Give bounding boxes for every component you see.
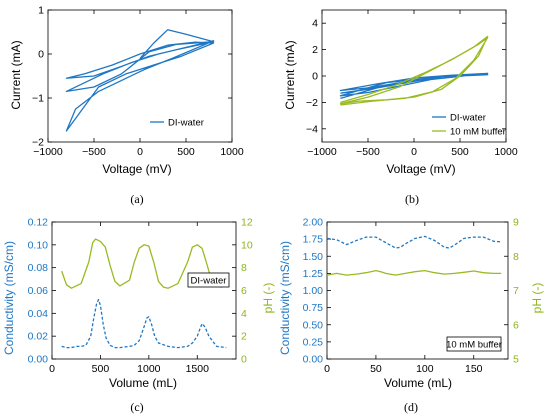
panel-d-ytick-label: 0.50	[303, 319, 324, 331]
panel-d-caption: (d)	[404, 400, 418, 414]
panel-c-ytick-right-label: 2	[241, 331, 247, 343]
panel-d-ylabel-left: Conductivity (mS/cm)	[278, 241, 292, 355]
panel-a-ytick-label: −1	[32, 93, 44, 105]
panel-c-series-ph	[61, 238, 227, 289]
panel-a-xtick-label: 0	[137, 146, 143, 158]
panel-d-ytick-label: 1.50	[303, 251, 324, 263]
panel-b-legend-label: 10 mM buffer	[450, 127, 506, 138]
panel-c-ytick-right-label: 6	[241, 285, 247, 297]
panel-b-ylabel: Current (mA)	[283, 40, 297, 109]
panel-d-ytick-right-label: 8	[513, 251, 519, 263]
panel-a-xtick-label: −500	[82, 146, 106, 158]
panel-d-xtick-label: 150	[465, 363, 483, 375]
panel-c-ylabel-right: pH (-)	[261, 283, 275, 314]
panel-c: Conductivity (mS/cm) pH (-) Volume (mL) …	[2, 217, 275, 415]
panel-d-ylabel-right: pH (-)	[530, 283, 544, 314]
panel-d-series-ph	[326, 269, 502, 276]
panel-a-ytick-label: 0	[38, 49, 44, 61]
panel-a-series-di-water	[65, 29, 215, 132]
panel-b-xtick-label: −1000	[307, 146, 337, 158]
panel-c-frame	[51, 221, 237, 360]
panel-c-xlabel: Volume (mL)	[109, 376, 177, 390]
panel-c-ytick-label: 0.04	[28, 308, 49, 320]
panel-d-ytick-label: 1.00	[303, 285, 324, 297]
panel-a-xtick-label: 500	[177, 146, 195, 158]
panel-d-legend-label: 10 mM buffer	[446, 340, 502, 351]
panel-b-xtick-label: 500	[451, 146, 469, 158]
panel-c-xtick-label: 1500	[186, 363, 210, 375]
panel-d-ytick-label: 0.75	[303, 302, 324, 314]
panel-a-ytick-label: 1	[38, 5, 44, 17]
panel-b: Current (mA) Voltage (mV) (b) −1000 −500 0…	[283, 9, 518, 206]
panel-b-ytick-label: 4	[312, 18, 318, 30]
panel-b-xtick-label: −500	[356, 146, 380, 158]
panel-d-ytick-right-label: 5	[513, 354, 519, 366]
panel-c-caption: (c)	[130, 400, 143, 414]
panel-c-ytick-label: 0.00	[28, 354, 49, 366]
panel-c-ytick-right-label: 4	[241, 308, 247, 320]
panel-b-ytick-label: −4	[306, 123, 318, 135]
panel-d-ytick-right-label: 7	[513, 285, 519, 297]
panel-d-legend-box	[446, 336, 502, 352]
panel-b-ytick-label: 2	[312, 44, 318, 56]
panel-a-xlabel: Voltage (mV)	[102, 162, 171, 176]
panel-a-ylabel: Current (mA)	[9, 40, 23, 109]
panel-b-xtick-label: 0	[411, 146, 417, 158]
panel-d-ytick-label: 1.25	[303, 268, 324, 280]
panel-c-xtick-label: 1000	[137, 363, 161, 375]
panel-b-ytick-label: −2	[306, 97, 318, 109]
panel-d-ytick-label: 0.25	[303, 336, 324, 348]
panel-c-ytick-label: 0.10	[28, 239, 49, 251]
panel-c-legend-label: DI-water	[191, 276, 227, 287]
panel-b-caption: (b)	[405, 192, 419, 206]
panel-c-ytick-label: 0.06	[28, 285, 49, 297]
panel-b-legend-label: DI-water	[450, 113, 486, 124]
panel-c-legend-box	[187, 272, 230, 288]
panel-d-ytick-right-label: 9	[513, 217, 519, 229]
panel-c-ytick-right-label: 10	[241, 239, 253, 251]
panel-b-series-10-mm-buffer	[339, 35, 489, 106]
panel-c-ytick-label: 0.08	[28, 262, 49, 274]
panel-a-legend-label: DI-water	[168, 118, 204, 129]
panel-c-ytick-right-label: 0	[241, 354, 247, 366]
panel-d-xlabel: Volume (mL)	[384, 376, 452, 390]
panel-d-ytick-label: 1.75	[303, 234, 324, 246]
panel-c-ytick-label: 0.02	[28, 331, 49, 343]
panel-d-xtick-label: 0	[324, 363, 330, 375]
panel-d-xtick-label: 100	[416, 363, 434, 375]
panel-a-xtick-label: 1000	[220, 146, 244, 158]
panel-a-ytick-label: −2	[32, 137, 44, 149]
panel-c-xtick-label: 500	[92, 363, 110, 375]
panel-a-caption: (a)	[130, 192, 143, 206]
panel-b-xlabel: Voltage (mV)	[386, 162, 455, 176]
panel-d-ytick-label: 2.00	[303, 217, 324, 229]
panel-c-ytick-label: 0.12	[28, 217, 49, 229]
panel-c-series-conductivity	[61, 298, 227, 349]
panel-b-series-di-water	[339, 72, 489, 100]
panel-c-ytick-right-label: 12	[241, 217, 253, 229]
panel-a-xtick-label: −1000	[33, 146, 63, 158]
panel-d-ytick-right-label: 6	[513, 319, 519, 331]
panel-c-ylabel-left: Conductivity (mS/cm)	[2, 241, 16, 355]
panel-b-ytick-label: 0	[312, 71, 318, 83]
panel-d-ytick-label: 0.00	[303, 354, 324, 366]
panel-d: Conductivity (mS/cm) pH (-) Volume (mL) …	[278, 217, 544, 415]
panel-c-ytick-right-label: 8	[241, 262, 247, 274]
panel-d-series-conductivity	[326, 235, 502, 249]
panel-d-xtick-label: 50	[370, 363, 382, 375]
panel-a: Current (mA) Voltage (mV) (a) −1000 −500 0…	[9, 5, 244, 207]
panel-b-xtick-label: 1000	[494, 146, 518, 158]
panel-c-xtick-label: 0	[49, 363, 55, 375]
